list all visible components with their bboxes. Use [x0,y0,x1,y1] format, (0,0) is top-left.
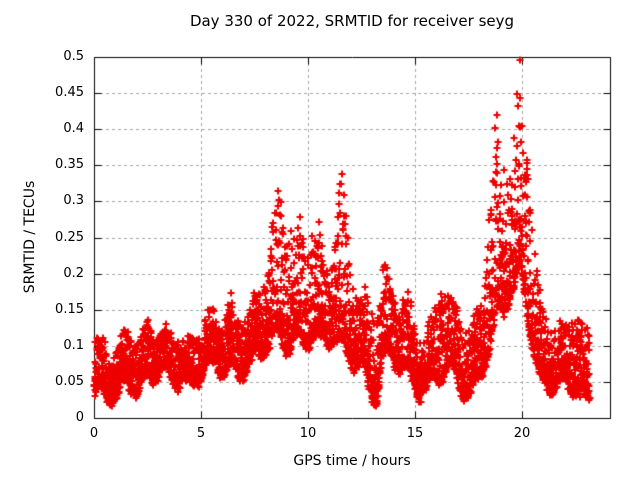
y-tick-label: 0.05 [55,374,84,389]
x-tick-label: 20 [513,426,531,441]
y-tick-label: 0.15 [55,302,84,317]
chart-title: Day 330 of 2022, SRMTID for receiver sey… [189,12,515,30]
x-tick-label: 0 [89,426,99,441]
y-tick-label: 0.5 [63,49,84,64]
y-tick-label: 0 [75,410,84,425]
y-tick-label: 0.45 [55,85,84,100]
x-axis-label: GPS time / hours [293,453,411,469]
y-tick-label: 0.3 [63,193,84,208]
y-tick-label: 0.2 [63,266,84,281]
y-tick-label: 0.1 [63,338,84,353]
x-tick-label: 5 [196,426,206,441]
x-tick-label: 10 [299,426,317,441]
y-tick-label: 0.4 [63,121,84,136]
y-tick-label: 0.35 [55,157,84,172]
y-tick-label: 0.25 [55,230,84,245]
x-tick-label: 15 [406,426,424,441]
